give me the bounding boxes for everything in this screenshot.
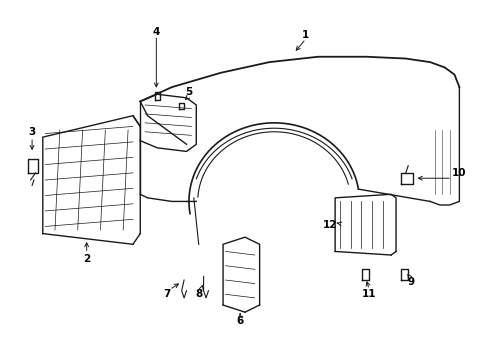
Text: 5: 5	[185, 87, 193, 98]
Text: 2: 2	[83, 253, 90, 264]
Text: 10: 10	[452, 168, 466, 178]
Text: 11: 11	[362, 289, 376, 299]
Text: 3: 3	[28, 127, 36, 137]
Text: 9: 9	[407, 277, 414, 287]
Text: 4: 4	[153, 27, 160, 37]
Text: 12: 12	[323, 220, 338, 230]
Text: 1: 1	[302, 30, 310, 40]
Text: 7: 7	[163, 289, 171, 299]
Text: 8: 8	[195, 289, 202, 299]
Text: 6: 6	[237, 316, 244, 326]
